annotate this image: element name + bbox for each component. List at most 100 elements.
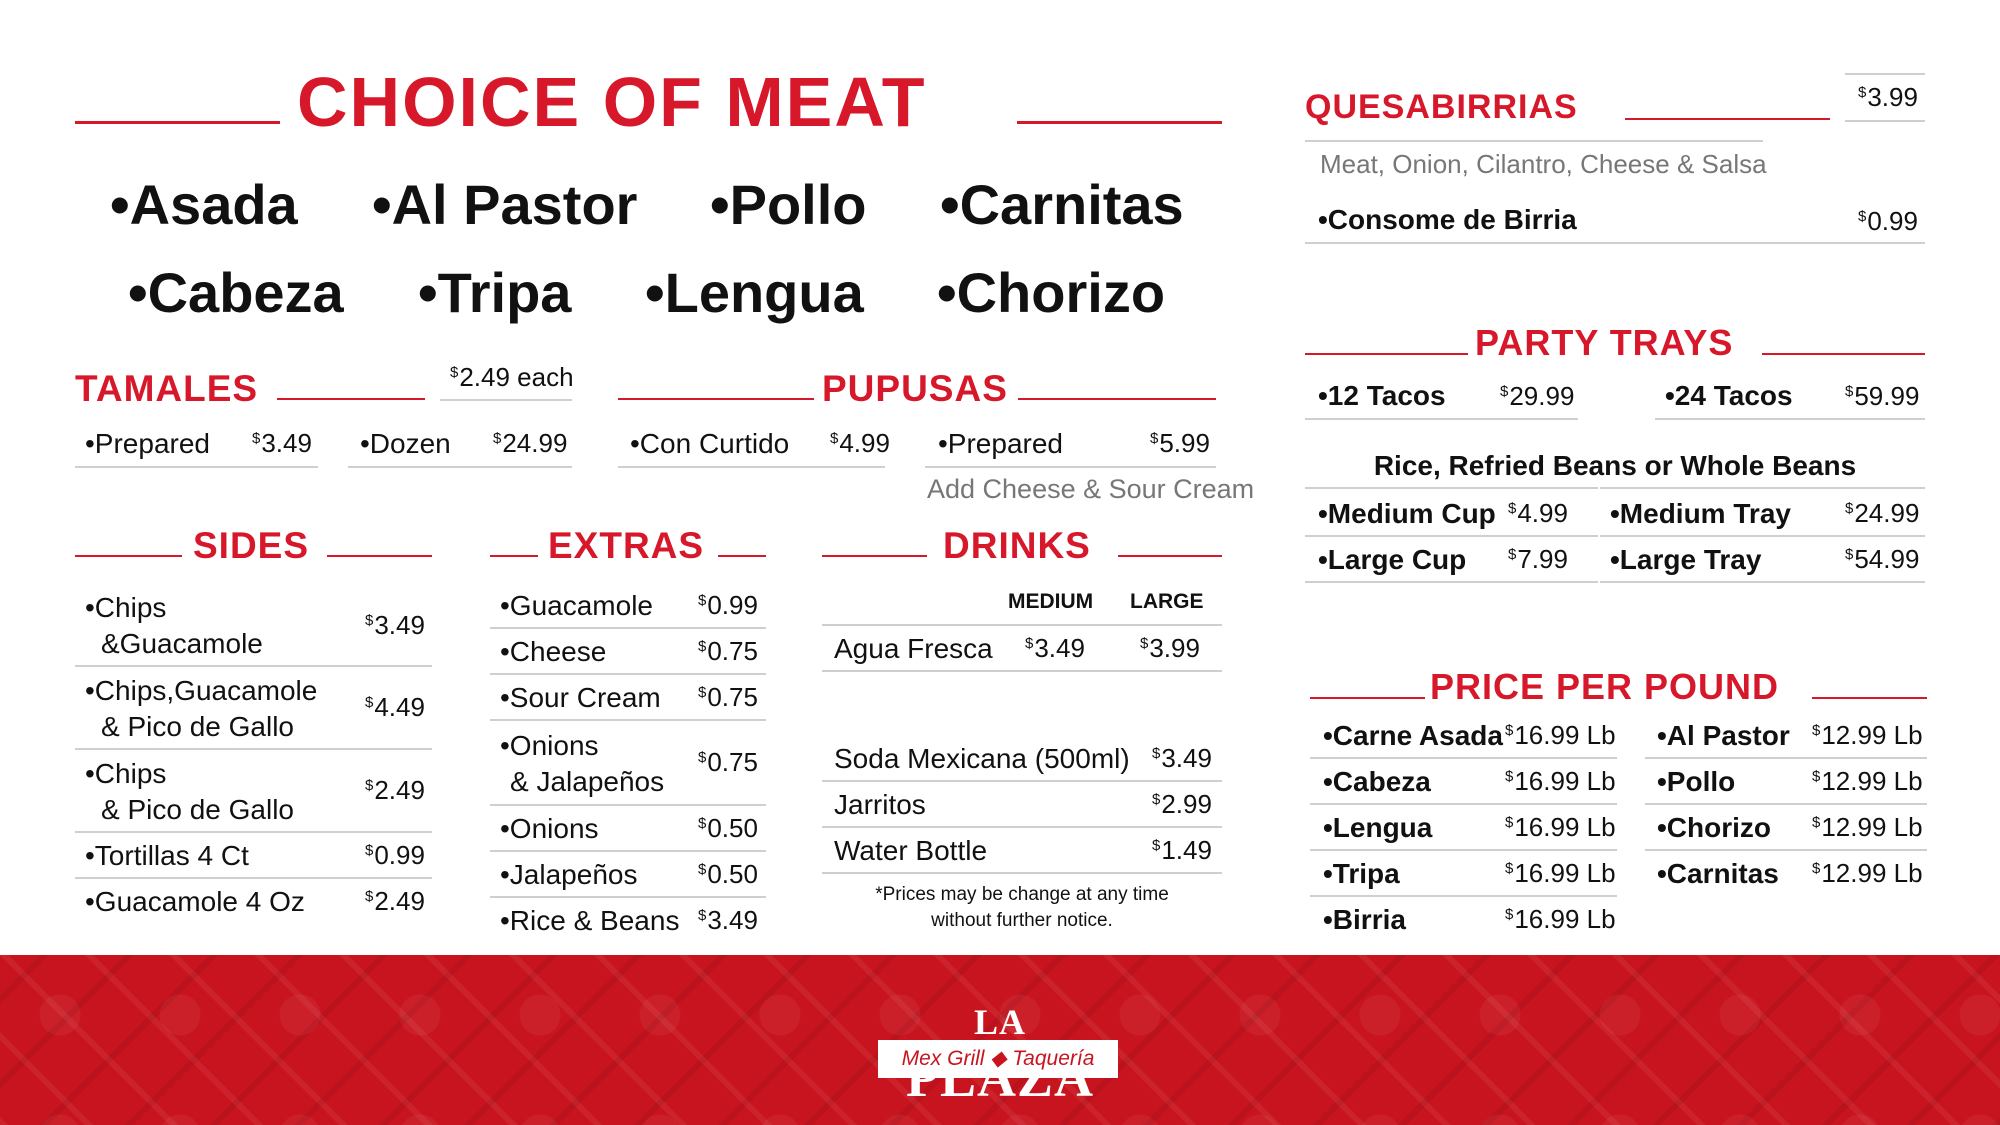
party-medium-tray: •Medium Tray (1610, 498, 1791, 529)
tamales-prepared: •Prepared (85, 428, 210, 459)
ppp-item: •Cabeza (1323, 766, 1431, 797)
pupusas-rule-left (618, 398, 814, 400)
side-price: $0.99 (365, 840, 425, 870)
pupusas-title: PUPUSAS (822, 368, 1008, 409)
ppp-item: •Birria (1323, 904, 1406, 935)
sides-rule-right (327, 555, 432, 557)
price-per-pound-title: PRICE PER POUND (1430, 666, 1780, 707)
side-price: $4.49 (365, 692, 425, 722)
ppp-price: $16.99 Lb (1505, 858, 1616, 888)
ppp-price: $16.99 Lb (1505, 812, 1616, 842)
extras-rule-right (718, 555, 766, 557)
extras-title: EXTRAS (548, 525, 705, 566)
party-24-tacos-price: $59.99 (1845, 381, 1920, 411)
drink-agua-fresca-medium: $3.49 (1025, 633, 1085, 663)
tamales-title: TAMALES (75, 368, 259, 409)
ppp-price: $12.99 Lb (1812, 812, 1923, 842)
extra-item: •Guacamole (500, 590, 653, 621)
ppp-item: •Al Pastor (1657, 720, 1790, 751)
tamales-prepared-price: $3.49 (252, 428, 312, 458)
side-price: $2.49 (365, 886, 425, 916)
drink-item: Soda Mexicana (500ml) (834, 743, 1130, 774)
ppp-price: $12.99 Lb (1812, 858, 1923, 888)
party-12-tacos-price: $29.99 (1500, 381, 1575, 411)
ppp-price: $12.99 Lb (1812, 720, 1923, 750)
meat-al-pastor: •Al Pastor (372, 173, 638, 236)
extras-rule-left (490, 555, 538, 557)
party-medium-cup: •Medium Cup (1318, 498, 1496, 529)
extra-item: •Jalapeños (500, 859, 638, 890)
drink-agua-fresca-large: $3.99 (1140, 633, 1200, 663)
extra-item: •Rice & Beans (500, 905, 680, 936)
party-large-tray-price: $54.99 (1845, 544, 1920, 574)
ppp-item: •Pollo (1657, 766, 1736, 797)
drinks-title: DRINKS (943, 525, 1091, 566)
drink-price: $3.49 (1152, 743, 1212, 773)
drink-agua-fresca: Agua Fresca (834, 633, 993, 664)
ppp-price: $12.99 Lb (1812, 766, 1923, 796)
ppp-item: •Carnitas (1657, 858, 1779, 889)
pupusas-prepared: •Prepared (938, 428, 1063, 459)
meat-carnitas: •Carnitas (940, 173, 1184, 236)
party-trays-subtitle: Rice, Refried Beans or Whole Beans (1373, 450, 1857, 481)
ppp-item: •Tripa (1323, 858, 1400, 889)
drinks-disclaimer: *Prices may be change at any time without… (875, 884, 1169, 931)
meat-asada: •Asada (110, 173, 298, 236)
meat-cabeza: •Cabeza (128, 261, 344, 324)
extra-item: •Cheese (500, 636, 607, 667)
meat-chorizo: •Chorizo (937, 261, 1166, 324)
party-12-tacos: •12 Tacos (1318, 380, 1446, 411)
side-item: •Guacamole 4 Oz (85, 886, 305, 917)
meat-tripa: •Tripa (418, 261, 572, 324)
consome-de-birria: •Consome de Birria (1318, 204, 1577, 235)
party-trays-rule-left (1305, 353, 1468, 355)
ppp-rule-left (1310, 697, 1425, 699)
side-price: $3.49 (365, 610, 425, 640)
ppp-item: •Carne Asada (1323, 720, 1503, 751)
extra-item: •Sour Cream (500, 682, 661, 713)
side-item: •Chips & Pico de Gallo (85, 758, 294, 825)
pupusas-prepared-price: $5.99 (1150, 428, 1210, 458)
choice-of-meat-title: CHOICE OF MEAT (297, 63, 927, 141)
ppp-price: $16.99 Lb (1505, 766, 1616, 796)
tamales-dozen-price: $24.99 (493, 428, 568, 458)
quesabirrias-price: $3.99 (1858, 82, 1918, 112)
pupusas-con-curtido: •Con Curtido (630, 428, 790, 459)
tamales-dozen: •Dozen (360, 428, 451, 459)
drinks-rule-left (822, 555, 927, 557)
party-large-cup-price: $7.99 (1508, 544, 1568, 574)
extra-price: $0.75 (698, 682, 758, 712)
sides-rule-left (75, 555, 182, 557)
extra-item: •Onions (500, 813, 599, 844)
side-item: •Tortillas 4 Ct (85, 840, 249, 871)
drinks-col-medium: MEDIUM (1008, 590, 1094, 613)
pupusas-note: Add Cheese & Sour Cream (927, 474, 1255, 504)
drink-price: $1.49 (1152, 835, 1212, 865)
ppp-price: $16.99 Lb (1505, 720, 1616, 750)
tamales-rule (277, 398, 425, 400)
extra-price: $0.75 (698, 636, 758, 666)
pupusas-rule-right (1018, 398, 1216, 400)
meat-pollo: •Pollo (710, 173, 867, 236)
drink-item: Water Bottle (834, 835, 988, 866)
extra-item: •Onions & Jalapeños (500, 730, 665, 797)
pupusas-con-curtido-price: $4.99 (830, 428, 890, 458)
side-item: •Chips,Guacamole & Pico de Gallo (85, 675, 318, 742)
drinks-rule-right (1118, 555, 1222, 557)
party-medium-cup-price: $4.99 (1508, 498, 1568, 528)
tamales-each-price: $2.49 each (450, 362, 574, 392)
side-item: •Chips &Guacamole (85, 592, 263, 659)
party-large-tray: •Large Tray (1610, 544, 1762, 575)
title-rule-right (1017, 121, 1222, 124)
party-trays-title: PARTY TRAYS (1475, 322, 1734, 363)
sides-title: SIDES (193, 525, 310, 566)
party-large-cup: •Large Cup (1318, 544, 1467, 575)
extra-price: $0.99 (698, 590, 758, 620)
title-rule-left (75, 121, 280, 124)
party-24-tacos: •24 Tacos (1665, 380, 1793, 411)
side-price: $2.49 (365, 775, 425, 805)
drinks-col-large: LARGE (1130, 590, 1204, 613)
ppp-price: $16.99 Lb (1505, 904, 1616, 934)
extra-price: $3.49 (698, 905, 758, 935)
extra-price: $0.50 (698, 813, 758, 843)
